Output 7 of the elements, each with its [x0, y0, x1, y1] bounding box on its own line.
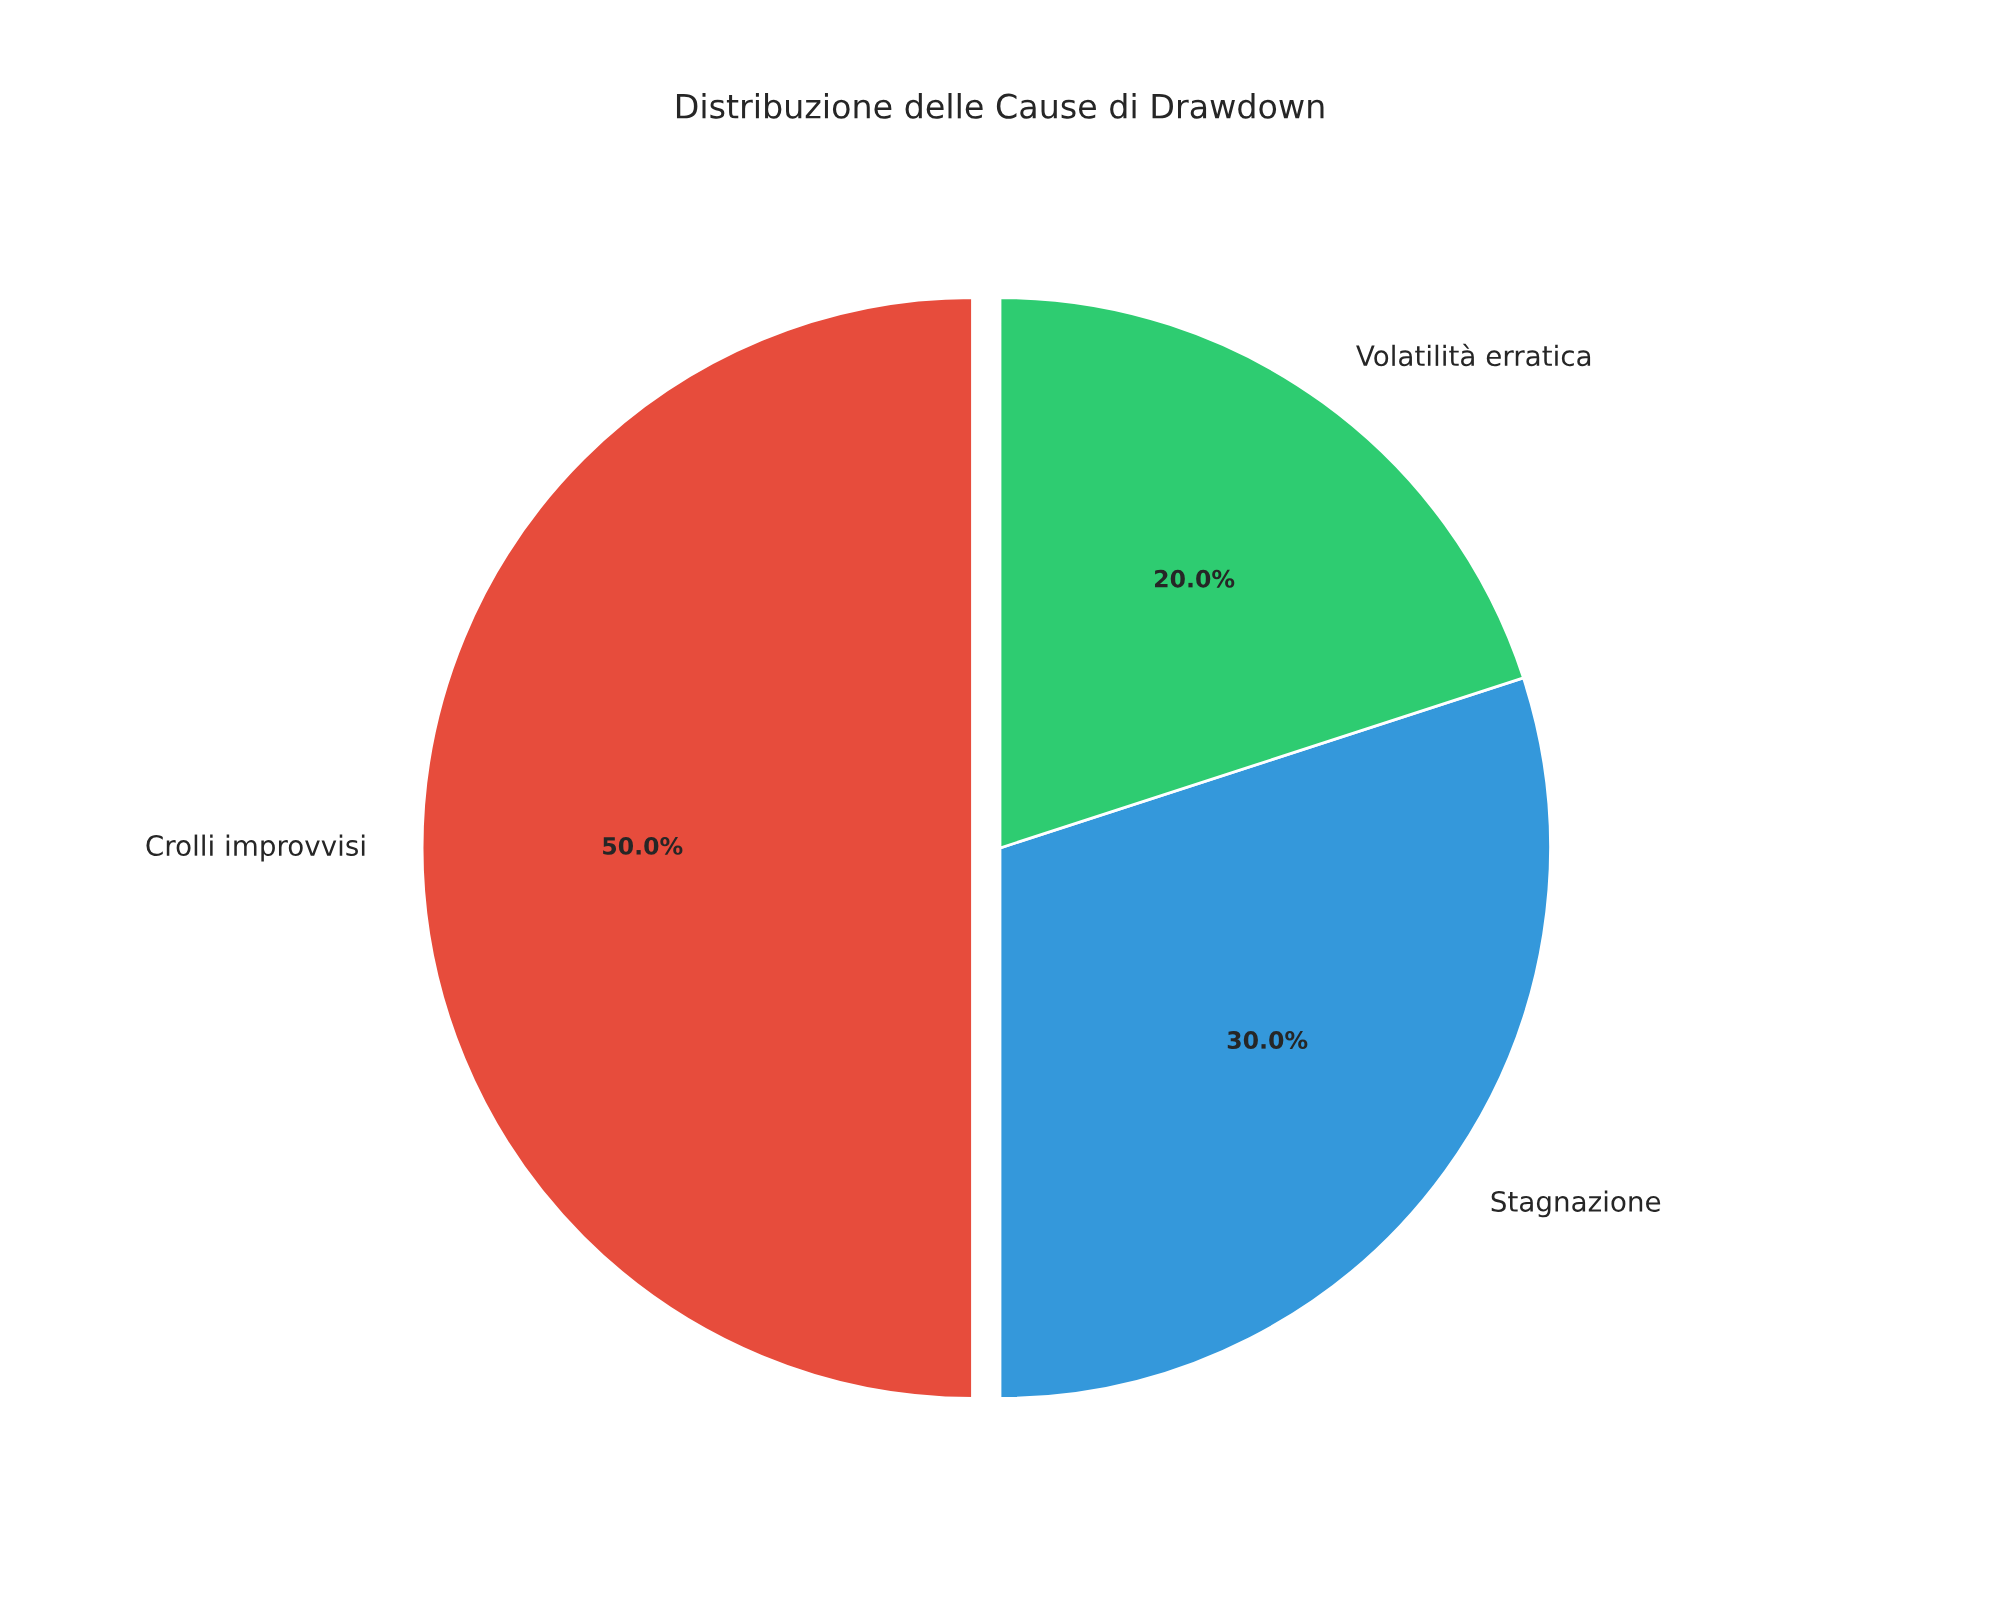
slice-label: Crolli improvvisi: [146, 834, 365, 862]
slice-label: Volatilità erratica: [1356, 343, 1591, 367]
slice-label: Stagnazione: [1491, 1190, 1661, 1218]
data-label: 20.0%: [1155, 569, 1235, 588]
data-label: 50.0%: [603, 836, 683, 855]
chart-title: Distribuzione delle Cause di Drawdown: [676, 93, 1324, 119]
data-label: 30.0%: [1227, 1031, 1308, 1049]
